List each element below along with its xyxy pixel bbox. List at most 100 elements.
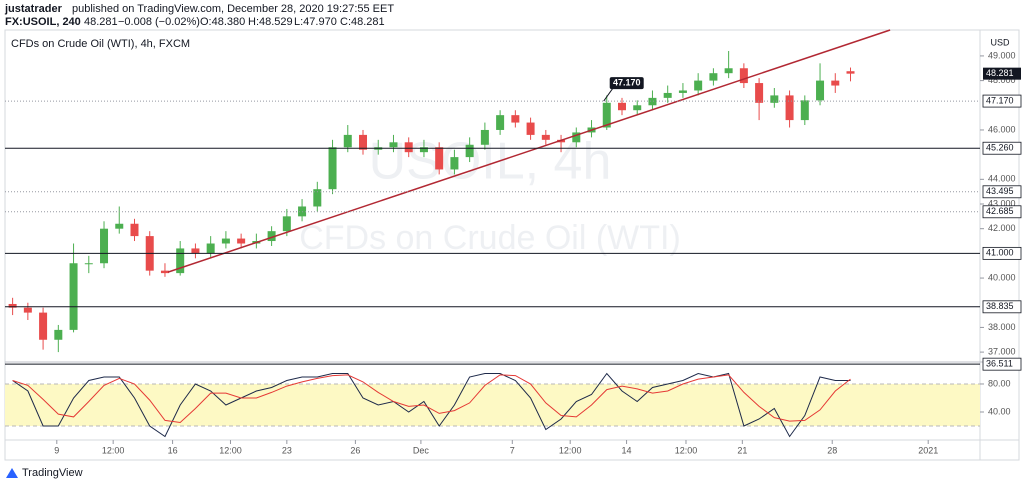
low: L:47.970 [294,16,337,28]
watermark: CFDs on Crude Oil (WTI) [299,219,681,257]
candle-body [267,231,276,242]
candle-body [511,115,520,123]
candle-body [100,228,109,264]
candle-body [54,329,63,340]
candle-body [739,68,748,84]
stoch-pane: 40.00 80.00 9 12:00 16 12:00 23 26 Dec 7 12:00 14 12… [5,372,1011,455]
candle-body [770,95,779,103]
level-label: 47.170 [986,95,1014,105]
currency: USD [990,37,1010,47]
last-price-box [983,67,1021,80]
stoch-line [12,374,851,424]
candle-body [389,142,398,148]
candle-body [800,100,809,121]
candle-body [419,147,428,153]
callout-box [609,77,644,90]
candle-body [450,157,459,170]
symbol: FX:USOIL, 240 [5,16,81,28]
level-box [982,205,1022,219]
level-box [982,246,1022,260]
candle-body [541,134,550,140]
logo: TradingView [6,467,83,479]
candle-body [206,243,215,254]
candle-body [678,90,687,93]
y-tick-label: 43.000 [988,198,1016,208]
candle-body [816,80,825,101]
candle-body [328,147,337,190]
candle-body [84,263,93,265]
x-tick-label: 23 [282,445,292,455]
candle-body [39,312,48,340]
candle-body [435,147,444,170]
candle-body [846,71,855,74]
candle-body [237,238,246,244]
y-tick-label: 40.000 [988,272,1016,282]
y-tick-label: 40.00 [988,406,1011,416]
candle-body [633,105,642,111]
level-box [982,300,1022,314]
high: H:48.529 [248,16,293,28]
candle-body [617,102,626,111]
x-tick-label: 12:00 [219,445,242,455]
level-box [982,141,1022,155]
candle-body [602,102,611,128]
candle-body [160,270,169,274]
x-tick-label: 12:00 [559,445,582,455]
chart-title: CFDs on Crude Oil (WTI), 4h, FXCM [11,38,190,50]
candle-body [191,248,200,254]
y-tick-label: 37.000 [988,346,1016,356]
y-tick-label: 46.000 [988,124,1016,134]
logo-icon [6,468,18,478]
candle-body [176,248,185,274]
y-tick-label: 38.000 [988,322,1016,332]
candle-body [23,307,32,313]
open: O:48.380 [200,16,245,28]
x-tick-label: 26 [350,445,360,455]
candle-body [663,92,672,98]
x-tick-label: 12:00 [102,445,125,455]
candle-body [755,83,764,103]
y-tick-label: 80.00 [988,378,1011,388]
candle-body [282,216,291,232]
candle-body [343,134,352,148]
y-tick-label: 42.000 [988,223,1016,233]
level-label: 45.260 [986,143,1014,153]
level-label: 42.685 [986,206,1014,216]
x-tick-label: 14 [622,445,632,455]
candle-body [465,144,474,158]
callout-label: 47.170 [613,77,641,87]
candle-body [313,189,322,207]
last: 48.281 [84,16,118,28]
level-label: 36.511 [986,359,1013,369]
candle-body [572,132,581,143]
x-tick-label: 9 [54,445,59,455]
x-tick-label: Dec [413,445,430,455]
x-tick-label: 16 [168,445,178,455]
last-price-label: 48.281 [986,68,1014,78]
y-tick-label: 48.000 [988,75,1016,85]
frame [4,29,1020,461]
close: C:48.281 [340,16,385,28]
level-label: 43.495 [986,186,1014,196]
level-label: 41.000 [986,248,1014,258]
x-tick-label: 28 [827,445,837,455]
candle-body [526,122,535,135]
candle-body [8,303,17,308]
candle-body [130,223,139,237]
candle-body [480,129,489,145]
candle-body [221,238,230,244]
x-tick-label: 2021 [918,445,938,455]
candle-body [785,95,794,121]
candle-body [709,73,718,81]
level-label: 38.835 [986,301,1014,311]
band [5,383,980,426]
candle-body [724,68,733,74]
candle-body [496,115,505,130]
level-box [982,357,1022,371]
x-tick-label: 21 [737,445,747,455]
brand: TradingView [22,467,83,479]
candle-body [404,142,413,153]
author: justatrader [4,3,63,15]
